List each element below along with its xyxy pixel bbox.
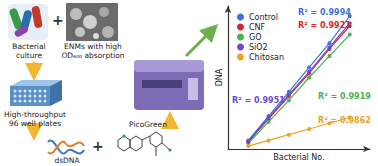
html-text:Bacterial culture: Bacterial culture xyxy=(12,42,46,60)
svg-text:R² = 0.9919: R² = 0.9919 xyxy=(318,92,371,101)
svg-text:R² = 0.9921: R² = 0.9921 xyxy=(298,21,351,30)
html-text:dsDNA: dsDNA xyxy=(54,156,80,165)
svg-text:Chitosan: Chitosan xyxy=(249,53,284,62)
html-text:High-throughput 96 well plates: High-throughput 96 well plates xyxy=(4,110,66,128)
html-text:PicoGreen: PicoGreen xyxy=(129,120,167,129)
svg-text:Bacterial No.: Bacterial No. xyxy=(273,153,324,162)
svg-text:CNF: CNF xyxy=(249,23,266,32)
svg-text:R² = 0.9994: R² = 0.9994 xyxy=(298,8,351,17)
svg-text:SiO2: SiO2 xyxy=(249,43,268,52)
svg-text:R² = 0.9951: R² = 0.9951 xyxy=(232,96,285,105)
html-text:ENMs with high OD₆₀₀ absorptio: ENMs with high OD₆₀₀ absorption xyxy=(61,42,125,60)
svg-text:Control: Control xyxy=(249,13,278,22)
svg-text:DNA: DNA xyxy=(215,68,224,86)
svg-text:R² = 0.9862: R² = 0.9862 xyxy=(318,116,371,125)
svg-text:GO: GO xyxy=(249,33,262,42)
